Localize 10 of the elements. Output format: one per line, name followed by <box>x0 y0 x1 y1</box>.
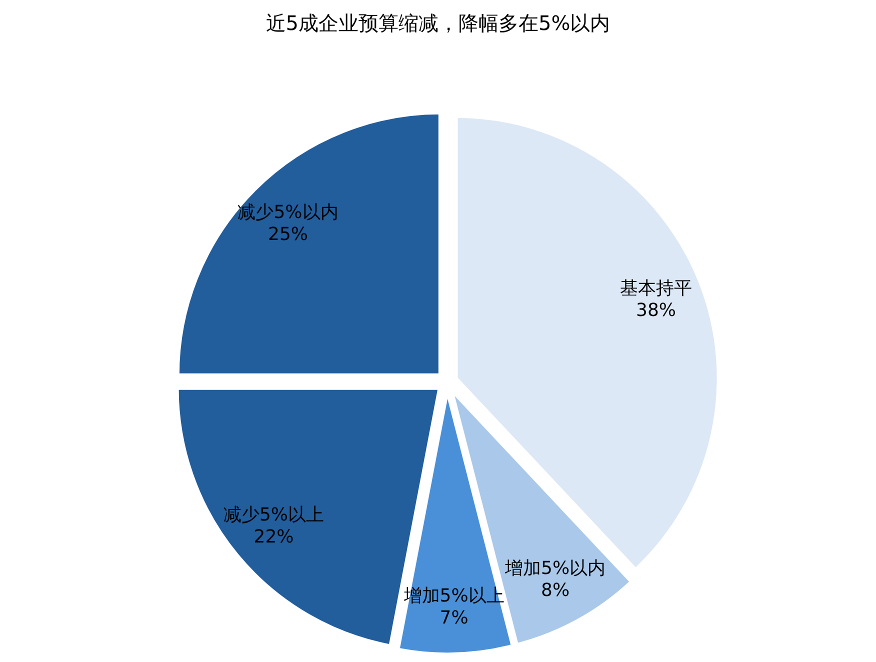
chart-title: 近5成企业预算缩减，降幅多在5%以内 <box>266 11 610 35</box>
data-label: 7% <box>440 608 468 629</box>
data-label: 22% <box>254 526 294 548</box>
slice-label: 减少5%以内 <box>238 202 338 224</box>
slice-label: 基本持平 <box>620 278 692 300</box>
data-label: 8% <box>541 580 570 602</box>
data-label: 25% <box>268 224 308 246</box>
slice-label: 增加5%以内 <box>504 558 606 580</box>
slice-label: 减少5%以上 <box>223 504 324 526</box>
data-label: 38% <box>636 300 676 322</box>
